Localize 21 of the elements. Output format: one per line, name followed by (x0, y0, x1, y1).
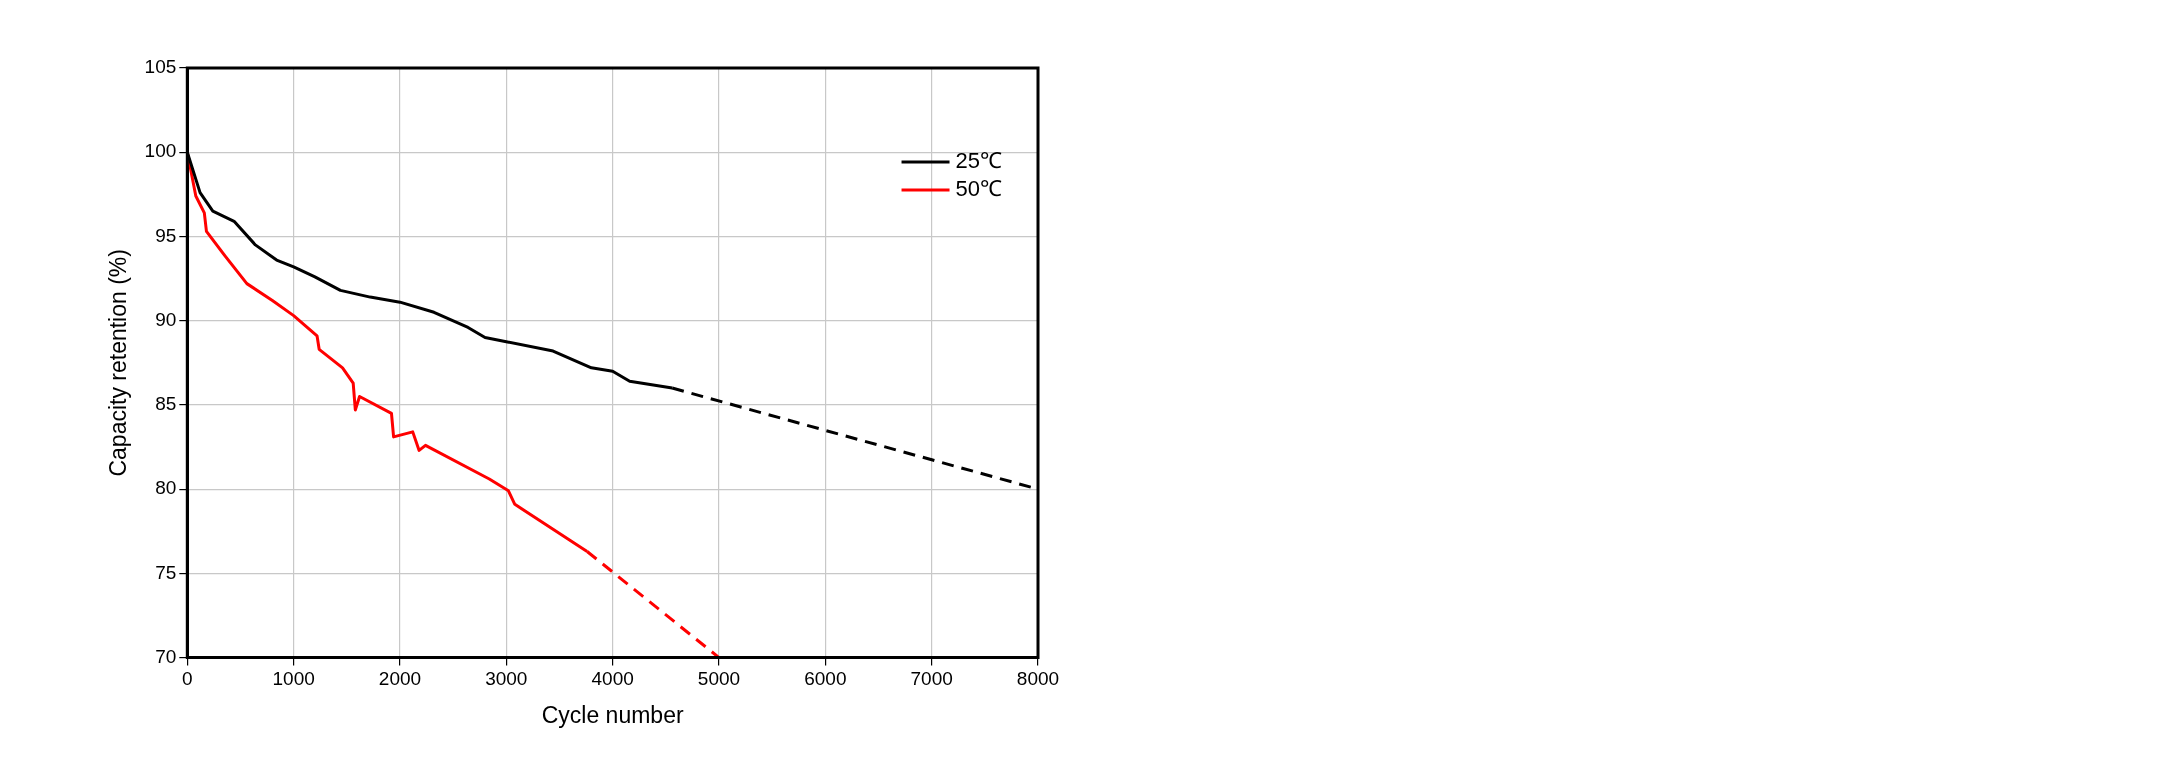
legend-label: 50℃ (955, 176, 1003, 202)
x-tick-label: 4000 (591, 668, 634, 690)
y-tick-label: 105 (144, 56, 177, 78)
y-tick-label: 90 (155, 308, 177, 330)
legend-label: 25℃ (955, 148, 1003, 174)
y-tick-label: 100 (144, 140, 177, 162)
x-tick-label: 7000 (910, 668, 953, 690)
y-tick-label: 70 (155, 645, 177, 667)
x-tick-label: 5000 (697, 668, 741, 690)
y-tick-label: 85 (155, 393, 177, 415)
x-tick-label: 6000 (804, 668, 847, 690)
x-tick-label: 8000 (1016, 668, 1060, 690)
x-tick-label: 2000 (378, 668, 422, 690)
y-tick-label: 95 (155, 224, 177, 246)
x-tick-label: 1000 (272, 668, 315, 690)
x-axis-title: Cycle number (541, 701, 684, 728)
y-tick-label: 75 (155, 561, 177, 583)
y-axis-title: Capacity retention (%) (105, 249, 132, 477)
y-tick-label: 80 (155, 477, 177, 499)
x-tick-label: 0 (182, 668, 193, 690)
x-tick-label: 3000 (485, 668, 528, 690)
